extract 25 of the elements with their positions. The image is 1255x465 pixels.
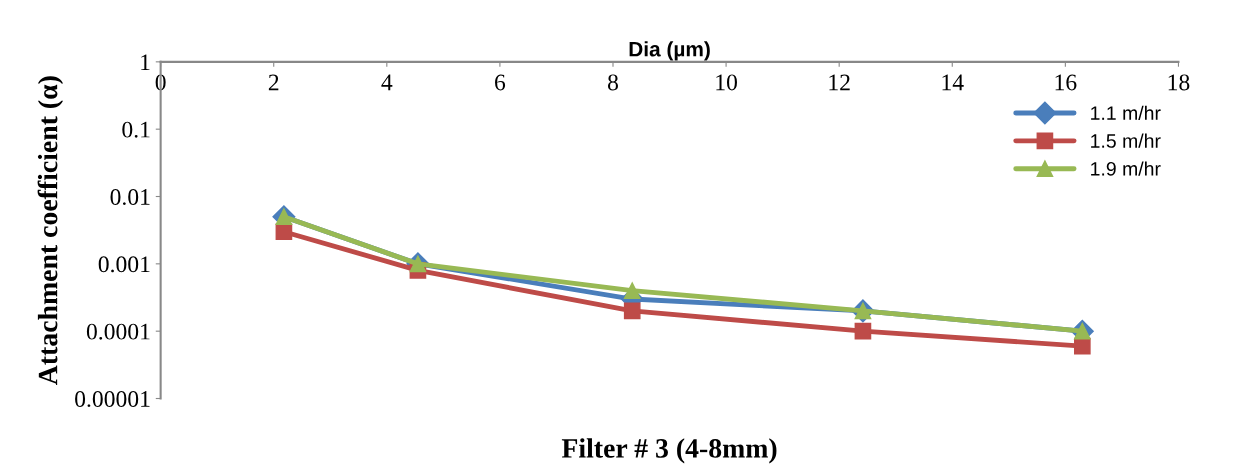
y-tick-label: 1 xyxy=(141,54,150,71)
point xyxy=(623,302,641,320)
y-tick-label: 0.0001 xyxy=(86,323,150,340)
y-tick-label: 0.001 xyxy=(98,256,150,273)
x-tick-label: 2 xyxy=(268,74,279,91)
y-tick-label: 0.01 xyxy=(110,189,150,206)
legend-label: 1.9 m/hr xyxy=(1091,161,1161,176)
x-axis-title: Dia (µm) xyxy=(629,41,710,61)
x-tick-label: 16 xyxy=(1055,74,1077,91)
point xyxy=(854,322,872,340)
x-tick-label: 0 xyxy=(155,74,166,91)
legend-label: 1.5 m/hr xyxy=(1091,133,1161,148)
y-tick-label: 0.00001 xyxy=(75,391,150,408)
x-tick-label: 18 xyxy=(1168,74,1190,91)
legend-label: 1.1 m/hr xyxy=(1091,105,1161,121)
x-tick-label: 6 xyxy=(495,74,506,91)
x-tick-label: 10 xyxy=(716,74,737,91)
x-tick-label: 14 xyxy=(942,74,964,91)
x-tick-label: 12 xyxy=(829,74,850,91)
point xyxy=(623,282,641,299)
y-tick-label: 0.1 xyxy=(122,121,150,138)
x-tick-label: 8 xyxy=(608,74,618,91)
y-axis-title: Attachment coefficient (α) xyxy=(37,76,64,385)
x-tick-label: 4 xyxy=(381,74,393,91)
text: Filter # 3 (4-8mm) xyxy=(561,438,777,464)
